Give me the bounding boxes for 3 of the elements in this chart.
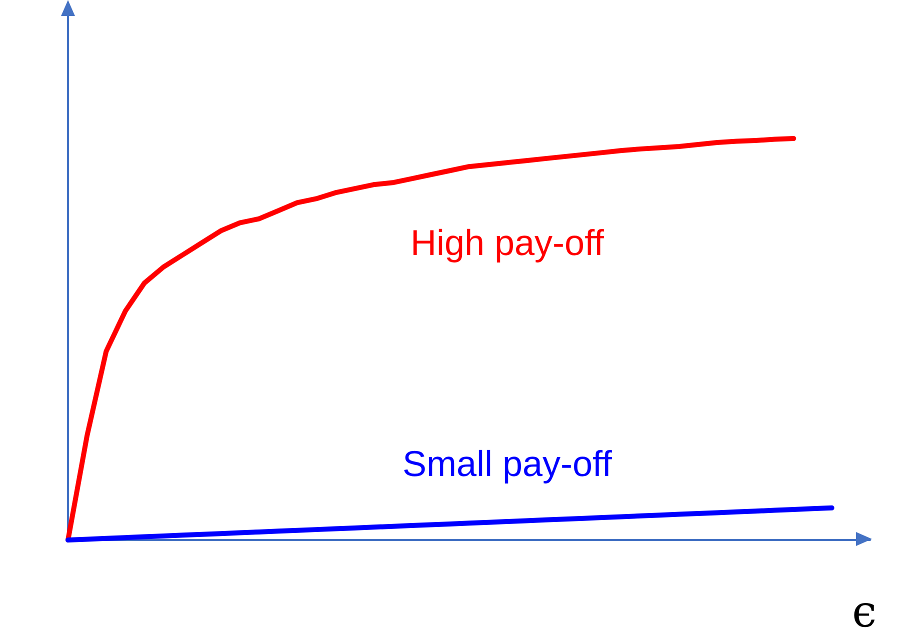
series-label: High pay-off: [410, 222, 605, 264]
x-axis-title: ϵ: [852, 586, 877, 638]
series-label: Small pay-off: [402, 443, 613, 484]
